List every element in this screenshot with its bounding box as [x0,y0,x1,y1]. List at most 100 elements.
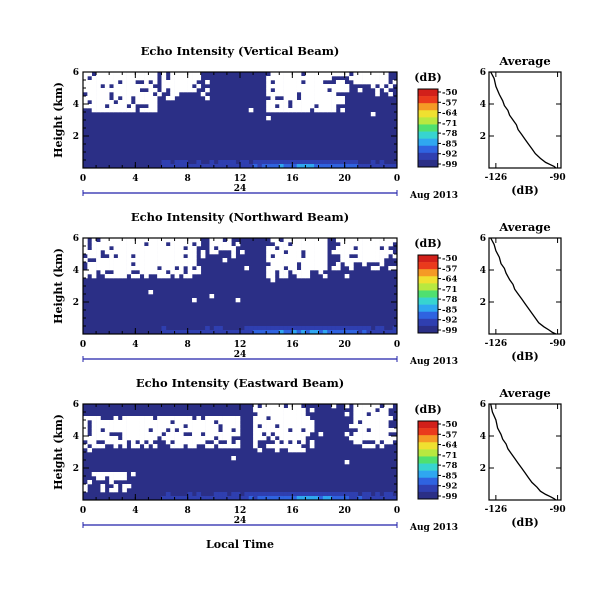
heatmap-cell [318,72,324,77]
heatmap-cell [283,330,289,335]
heatmap-cell [170,246,175,251]
heatmap-cell [213,330,219,335]
heatmap-cell [296,326,302,331]
colorbar-segment [418,262,438,270]
heatmap-cell [248,496,254,501]
heatmap-cell [305,274,311,279]
heatmap-cell [287,420,293,425]
heatmap-cell [83,444,88,449]
heatmap-cell [296,238,302,243]
heatmap-cell [240,250,245,255]
heatmap-cell [222,242,228,247]
heatmap-cell [209,242,215,247]
heatmap-cell [135,246,140,251]
panel-3-average-frame [488,403,562,501]
heatmap-cell [139,440,145,445]
heatmap-cell [287,246,293,251]
heatmap-cell [122,266,127,271]
heatmap-cell [318,496,324,501]
heatmap-cell [279,76,284,81]
heatmap-cell [122,424,127,429]
heatmap-cell [157,262,162,267]
heatmap-cell [83,72,88,77]
heatmap-cell [287,444,293,449]
heatmap-cell [309,266,315,271]
heatmap-cell [178,258,184,263]
average-y-tick-label: 4 [480,266,486,276]
heatmap-cell [187,266,193,271]
colorbar-tick-label: -57 [442,264,457,274]
heatmap-cell [301,326,306,331]
heatmap-cell [144,254,149,259]
heatmap-cell [152,238,158,243]
heatmap-cell [100,432,106,437]
heatmap-cell [91,274,97,279]
heatmap-cell [292,160,297,165]
heatmap-cell [122,262,127,267]
heatmap-cell [379,432,385,437]
heatmap-cell [152,424,158,429]
heatmap-cell [83,104,88,109]
heatmap-cell [109,238,114,243]
heatmap-cell [170,72,175,77]
heatmap-cell [366,420,372,425]
panel-1-average-title: Average [498,54,550,68]
heatmap-cell [192,72,197,77]
heatmap-cell [157,238,162,243]
heatmap-cell [296,496,302,501]
heatmap-cell [283,444,289,449]
heatmap-cell [357,416,363,421]
heatmap-cell [200,496,206,501]
heatmap-cell [318,254,324,259]
heatmap-cell [130,76,136,81]
heatmap-cell [344,330,350,335]
heatmap-cell [222,416,228,421]
heatmap-cell [253,420,258,425]
heatmap-cell [122,80,127,85]
panel-1: Echo Intensity (Vertical Beam)0 4 8 12 16 20 0… [52,44,566,201]
heatmap-cell [83,270,88,275]
heatmap-cell [305,270,311,275]
average-x-tick-label: -126 [485,505,508,515]
heatmap-cell [261,492,267,497]
heatmap-cell [353,420,359,425]
heatmap-cell [309,104,315,109]
heatmap-cell [270,330,276,335]
heatmap-cell [165,266,171,271]
heatmap-cell [349,258,354,263]
colorbar-tick-label: -99 [442,326,457,336]
heatmap-cell [174,444,180,449]
heatmap-cell [340,238,345,243]
heatmap-cell [331,330,337,335]
heatmap-cell [100,104,106,109]
heatmap-cell [301,76,306,81]
average-y-tick-label: 6 [480,68,486,78]
heatmap-cell [183,440,188,445]
heatmap-cell [144,246,149,251]
average-profile-line [490,237,557,335]
heatmap-cell [375,80,380,85]
heatmap-cell [266,80,271,85]
heatmap-cell [261,326,267,331]
heatmap-cell [126,88,132,93]
heatmap-cell [165,84,171,89]
heatmap-cell [349,496,354,501]
heatmap-cell [283,96,289,101]
heatmap-cell [139,72,145,77]
heatmap-cell [152,250,158,255]
heatmap-cell [183,262,188,267]
heatmap-cell [96,108,101,113]
heatmap-cell [327,492,332,497]
heatmap-cell [196,242,202,247]
average-profile-line [490,403,557,501]
heatmap-cell [379,258,385,263]
heatmap-cell [113,92,119,97]
heatmap-cell [353,160,359,165]
heatmap-cell [187,436,193,441]
heatmap-cell [366,408,372,413]
heatmap-cell [362,76,367,81]
heatmap-cell [157,246,162,251]
heatmap-cell [301,420,306,425]
heatmap-cell [331,492,337,497]
